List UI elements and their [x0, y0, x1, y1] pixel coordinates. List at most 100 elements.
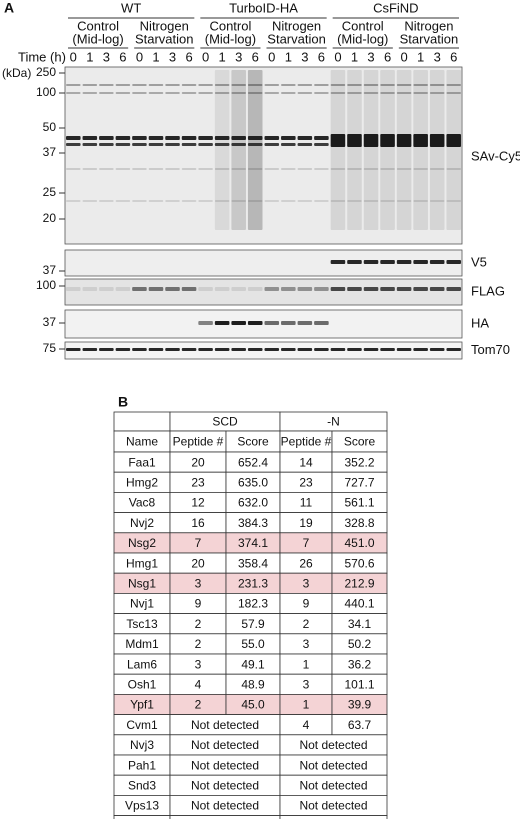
- band: [214, 200, 230, 202]
- band: [65, 348, 81, 351]
- band: [314, 136, 329, 140]
- cell-text: 20: [191, 556, 205, 570]
- cell-text: Nvj2: [130, 516, 154, 530]
- table: SCD -N Name Peptide # Score Peptide # Score Faa…: [113, 411, 388, 819]
- band: [148, 143, 164, 146]
- band: [181, 348, 197, 351]
- band: [198, 143, 213, 146]
- cell-text: 231.3: [238, 576, 268, 590]
- cell-text: 19: [299, 516, 313, 530]
- band: [231, 168, 246, 170]
- cell-text: 34.1: [348, 617, 372, 631]
- cell-text: Name: [126, 435, 158, 449]
- cell-text: 7: [303, 536, 310, 550]
- band: [115, 200, 131, 202]
- band: [281, 200, 296, 202]
- cell-text: Nsg1: [128, 576, 156, 590]
- band: [165, 200, 180, 202]
- cell-text: Nsg2: [128, 536, 156, 550]
- band: [429, 348, 445, 351]
- cell-text: 55.0: [241, 637, 265, 651]
- cell-text: 212.9: [344, 576, 374, 590]
- band: [281, 143, 296, 146]
- band: [347, 92, 362, 94]
- band: [82, 84, 98, 86]
- time-label: 1: [152, 49, 159, 64]
- band: [380, 348, 395, 351]
- band: [247, 136, 263, 140]
- cell-text: 14: [299, 455, 313, 469]
- cell-text: Osh1: [128, 677, 157, 691]
- band: [297, 287, 313, 291]
- band: [347, 84, 362, 86]
- cell-text: 182.3: [238, 597, 268, 611]
- band: [148, 200, 164, 202]
- band: [363, 92, 379, 94]
- marker-label: 37: [43, 145, 57, 159]
- strain-label: TurboID-HA: [229, 0, 298, 15]
- band: [297, 143, 313, 146]
- band: [99, 136, 114, 140]
- band: [347, 168, 362, 170]
- cell-text: SCD: [212, 415, 238, 429]
- cell-text: Vps13: [125, 799, 159, 813]
- band: [380, 260, 395, 264]
- cell-text: 36.2: [348, 657, 372, 671]
- cell-text: 2: [195, 637, 202, 651]
- band: [380, 92, 395, 94]
- band: [115, 92, 131, 94]
- band: [363, 84, 379, 86]
- strain-label: WT: [121, 0, 141, 15]
- band: [99, 168, 114, 170]
- condition-label: Starvation: [135, 31, 194, 46]
- band: [148, 287, 164, 291]
- cell-text: Not detected: [299, 758, 367, 772]
- blot: [64, 249, 463, 277]
- cell-text: Not detected: [191, 738, 259, 752]
- band: [165, 143, 180, 146]
- marker-label: 37: [43, 315, 57, 329]
- band: [363, 287, 379, 291]
- blot-label: SAv-Cy5: [471, 148, 520, 163]
- cell-text: Cvm1: [126, 718, 158, 732]
- band: [181, 200, 197, 202]
- band: [446, 168, 462, 170]
- condition-label: (Mid-log): [337, 31, 388, 46]
- cell-text: 3: [303, 677, 310, 691]
- time-label: 6: [450, 49, 457, 64]
- band: [65, 92, 81, 94]
- band: [82, 92, 98, 94]
- blot-label: FLAG: [471, 283, 505, 298]
- band: [314, 321, 329, 325]
- band: [297, 200, 313, 202]
- panel-label: B: [118, 394, 128, 410]
- cell-text: -N: [327, 415, 340, 429]
- band: [314, 168, 329, 170]
- condition-label: Control: [342, 18, 384, 33]
- marker-label: 50: [43, 120, 57, 134]
- band: [396, 287, 412, 291]
- band: [132, 287, 147, 291]
- condition-label: Nitrogen: [272, 18, 321, 33]
- band: [165, 348, 180, 351]
- band: [363, 260, 379, 264]
- band: [330, 200, 346, 202]
- cell-text: Not detected: [191, 799, 259, 813]
- band: [314, 287, 329, 291]
- table-cell: [279, 815, 388, 819]
- band: [231, 200, 246, 202]
- cell-text: 1: [303, 698, 310, 712]
- time-label: 1: [86, 49, 93, 64]
- cell-text: 12: [191, 496, 205, 510]
- cell-text: Not detected: [299, 738, 367, 752]
- time-label: 6: [185, 49, 192, 64]
- band: [82, 143, 98, 146]
- band: [413, 200, 428, 202]
- band: [99, 287, 114, 291]
- marker-label: 37: [43, 263, 57, 277]
- cell-text: Faa1: [128, 455, 156, 469]
- band: [115, 348, 131, 351]
- band: [281, 168, 296, 170]
- band: [247, 92, 263, 94]
- band: [148, 84, 164, 86]
